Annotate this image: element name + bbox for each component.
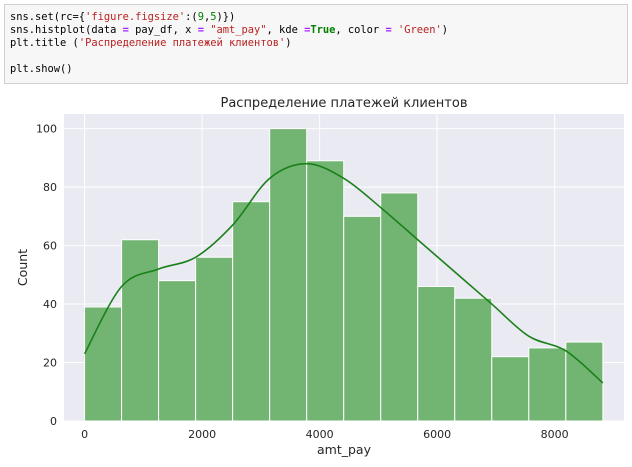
y-tick-label: 40 bbox=[43, 298, 57, 311]
histogram-bar bbox=[306, 160, 345, 422]
code-token: )}) bbox=[216, 11, 236, 23]
code-token: ) bbox=[285, 37, 292, 49]
x-tick-label: 4000 bbox=[306, 428, 334, 441]
code-token: pay_df, x bbox=[128, 24, 198, 36]
y-tick-label: 20 bbox=[43, 357, 57, 370]
x-tick-label: 0 bbox=[81, 428, 88, 441]
histogram-bars bbox=[84, 128, 604, 422]
code-cell[interactable]: sns.set(rc={'figure.figsize':(9,5)}) sns… bbox=[4, 4, 628, 84]
code-token: ) bbox=[441, 24, 449, 36]
y-tick-label: 100 bbox=[36, 123, 57, 136]
y-tick-label: 0 bbox=[50, 415, 57, 428]
code-operator: = bbox=[197, 24, 204, 36]
code-line: sns.set(rc={'figure.figsize':(9,5)}) bbox=[10, 11, 235, 24]
x-tick-labels: 0 2000 4000 6000 8000 bbox=[81, 428, 569, 441]
y-tick-label: 60 bbox=[43, 240, 57, 253]
code-number: 9 bbox=[197, 11, 204, 23]
x-axis-label: amt_pay bbox=[317, 442, 372, 457]
x-tick-label: 8000 bbox=[541, 428, 569, 441]
code-token: plt.title ( bbox=[10, 37, 79, 49]
histogram-bar bbox=[158, 280, 197, 422]
x-tick-label: 6000 bbox=[423, 428, 451, 441]
code-token: , color bbox=[335, 24, 386, 36]
code-line: plt.title ('Распределение платежей клиен… bbox=[10, 37, 292, 50]
histogram-bar bbox=[232, 201, 271, 422]
code-line: sns.histplot(data = pay_df, x = "amt_pay… bbox=[10, 24, 448, 37]
code-token: :( bbox=[185, 11, 198, 23]
y-axis-label: Count bbox=[15, 249, 30, 286]
code-operator: = bbox=[122, 24, 129, 36]
histogram-bar bbox=[417, 286, 456, 422]
histogram-bar bbox=[343, 215, 382, 422]
histogram-bar bbox=[380, 192, 419, 422]
code-operator: = bbox=[304, 24, 311, 36]
histogram-bar bbox=[121, 239, 160, 422]
code-token: sns.histplot(data bbox=[10, 24, 123, 36]
histogram-bar bbox=[454, 297, 493, 422]
code-number: 5 bbox=[210, 11, 217, 23]
code-token: , kde bbox=[266, 24, 305, 36]
code-string: "amt_pay" bbox=[210, 24, 267, 36]
x-tick-label: 2000 bbox=[188, 428, 216, 441]
histogram-bar bbox=[195, 256, 234, 422]
code-string: 'Распределение платежей клиентов' bbox=[78, 37, 286, 49]
code-keyword: True bbox=[310, 24, 336, 36]
code-token: sns.set(rc={ bbox=[10, 11, 86, 23]
histogram-bar bbox=[528, 347, 567, 422]
code-line: plt.show() bbox=[10, 63, 73, 76]
code-operator: = bbox=[385, 24, 392, 36]
chart-title: Распределение платежей клиентов bbox=[220, 96, 467, 111]
code-token: plt.show() bbox=[10, 63, 73, 75]
histogram-bar bbox=[84, 306, 123, 422]
histogram-bar bbox=[269, 128, 308, 422]
code-string: 'figure.figsize' bbox=[85, 11, 186, 23]
y-tick-labels: 0 20 40 60 80 100 bbox=[36, 123, 57, 428]
histogram-bar bbox=[491, 356, 530, 422]
code-string: 'Green' bbox=[397, 24, 442, 36]
kde-curve bbox=[83, 162, 604, 384]
y-tick-label: 80 bbox=[43, 181, 57, 194]
code-token: , bbox=[203, 11, 211, 23]
